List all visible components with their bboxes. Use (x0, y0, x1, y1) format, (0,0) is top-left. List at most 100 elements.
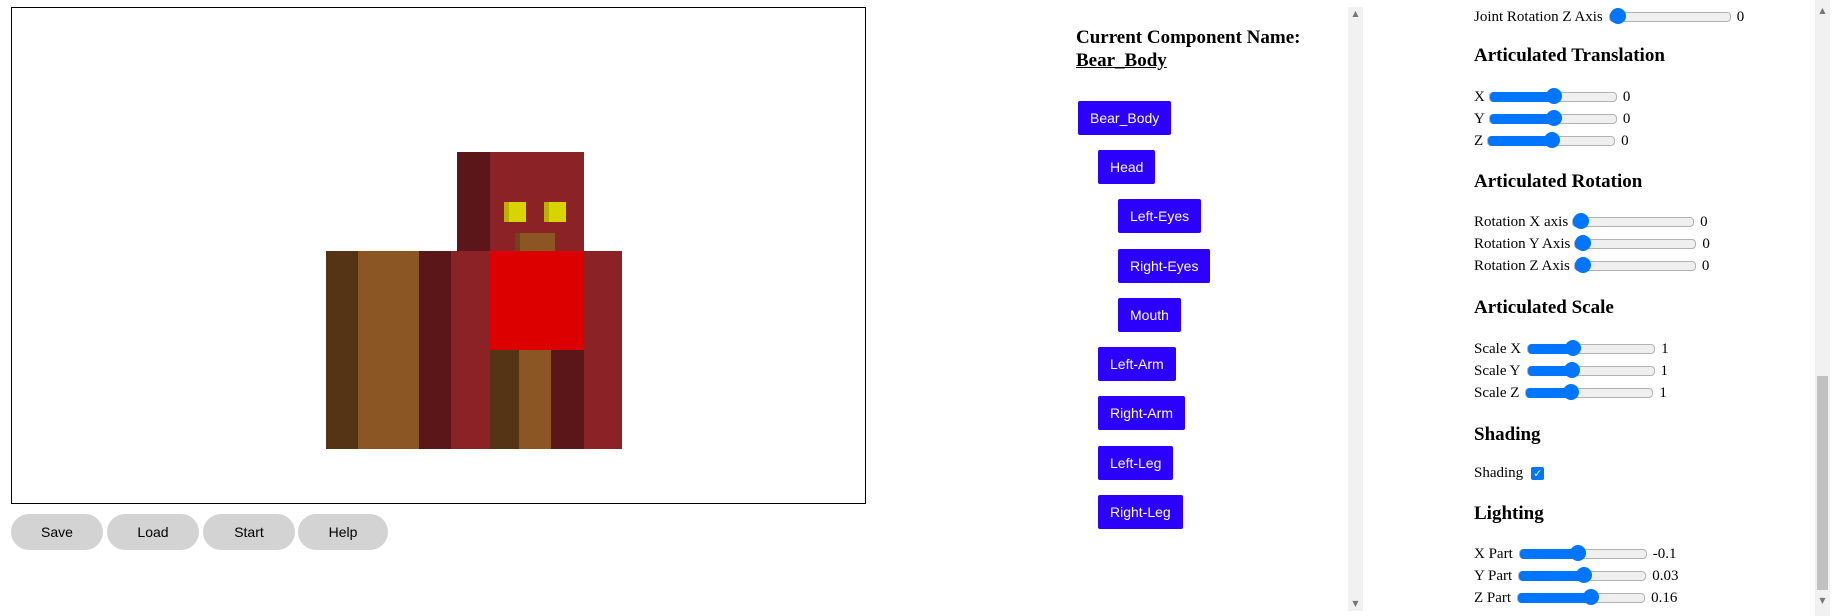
rotation-z-label: Rotation Z Axis (1474, 257, 1570, 274)
start-button[interactable]: Start (203, 514, 295, 550)
light-y-label: Y Part (1474, 567, 1513, 584)
scroll-up-arrow-icon[interactable]: ▲ (1352, 9, 1359, 18)
translation-y-row: Y 0 (1474, 109, 1630, 129)
light-y-row: Y Part 0.03 (1474, 566, 1678, 586)
save-button[interactable]: Save (11, 514, 103, 550)
head-back (457, 152, 490, 251)
scale-y-value: 1 (1660, 362, 1669, 379)
light-z-row: Z Part 0.16 (1474, 588, 1677, 608)
rotation-x-row: Rotation X axis 0 (1474, 212, 1708, 232)
rotation-x-value: 0 (1700, 213, 1708, 230)
joint-rotation-z-label: Joint Rotation Z Axis (1474, 8, 1603, 25)
scale-y-slider[interactable] (1526, 362, 1655, 378)
translation-x-label: X (1474, 88, 1485, 105)
joint-rotation-z-slider[interactable] (1608, 8, 1731, 24)
scale-y-label: Scale Y (1474, 362, 1521, 379)
right-eye-shade (544, 202, 549, 222)
translation-z-value: 0 (1621, 132, 1629, 149)
light-y-slider[interactable] (1518, 567, 1647, 583)
articulated-scale-heading: Articulated Scale (1474, 297, 1614, 318)
light-x-label: X Part (1474, 545, 1513, 562)
light-y-value: 0.03 (1652, 567, 1679, 584)
tree-item-left-leg[interactable]: Left-Leg (1098, 446, 1174, 480)
scroll-down-arrow-icon[interactable]: ▼ (1352, 599, 1359, 608)
rotation-x-label: Rotation X axis (1474, 213, 1569, 230)
translation-x-value: 0 (1622, 88, 1631, 105)
scale-z-row: Scale Z 1 (1474, 383, 1667, 403)
translation-y-slider[interactable] (1488, 110, 1617, 126)
page-scroll-up-arrow-icon[interactable]: ▲ (1819, 6, 1826, 15)
shading-label: Shading (1474, 464, 1524, 481)
translation-z-label: Z (1474, 132, 1484, 149)
right-eye (544, 202, 566, 222)
rotation-z-value: 0 (1701, 257, 1710, 274)
mouth (515, 233, 555, 251)
shading-heading: Shading (1474, 424, 1541, 445)
component-panel: Current Component Name: Bear_Body Bear_B… (1060, 0, 1360, 616)
current-component-name: Bear_Body (1076, 50, 1167, 71)
scale-z-slider[interactable] (1525, 384, 1654, 400)
right-arm (451, 251, 490, 449)
translation-x-slider[interactable] (1488, 88, 1617, 104)
tree-item-bear-body[interactable]: Bear_Body (1078, 101, 1172, 135)
light-z-slider[interactable] (1517, 589, 1646, 605)
tree-item-right-eyes[interactable]: Right-Eyes (1118, 249, 1211, 283)
page-scroll-thumb[interactable] (1817, 376, 1828, 590)
scale-x-label: Scale X (1474, 340, 1522, 357)
tree-item-right-leg[interactable]: Right-Leg (1098, 495, 1183, 529)
translation-y-label: Y (1474, 110, 1485, 127)
tree-item-right-arm[interactable]: Right-Arm (1098, 396, 1186, 430)
joint-rotation-z-value: 0 (1736, 8, 1745, 25)
lighting-heading: Lighting (1474, 503, 1544, 524)
rotation-y-row: Rotation Y Axis 0 (1474, 234, 1710, 254)
light-z-value: 0.16 (1651, 589, 1678, 606)
scale-y-row: Scale Y 1 (1474, 361, 1668, 381)
translation-x-row: X 0 (1474, 87, 1630, 107)
left-leg-dark (490, 350, 519, 449)
scale-z-label: Scale Z (1474, 384, 1520, 401)
page-scroll-down-arrow-icon[interactable]: ▼ (1819, 596, 1826, 605)
rotation-y-value: 0 (1702, 235, 1710, 252)
current-component-title: Current Component Name: (1076, 27, 1301, 48)
translation-z-row: Z 0 (1474, 131, 1629, 151)
articulated-rotation-heading: Articulated Rotation (1474, 171, 1643, 192)
articulated-translation-heading: Articulated Translation (1474, 45, 1665, 66)
load-button[interactable]: Load (107, 514, 199, 550)
rotation-y-slider[interactable] (1574, 235, 1697, 251)
current-component-heading: Current Component Name: Bear_Body (1076, 26, 1300, 72)
tree-item-mouth[interactable]: Mouth (1118, 298, 1181, 332)
rotation-y-label: Rotation Y Axis (1474, 235, 1571, 252)
light-x-slider[interactable] (1518, 545, 1647, 561)
controls-panel: Joint Rotation Z Axis 0 Articulated Tran… (1474, 0, 1824, 616)
rotation-z-row: Rotation Z Axis 0 (1474, 256, 1709, 276)
scale-z-value: 1 (1659, 384, 1667, 401)
scale-x-value: 1 (1661, 340, 1669, 357)
scale-x-row: Scale X 1 (1474, 339, 1669, 359)
left-eye-shade (504, 202, 509, 222)
left-eye (504, 202, 526, 222)
help-button[interactable]: Help (298, 514, 388, 550)
translation-y-value: 0 (1622, 110, 1631, 127)
shading-checkbox[interactable]: ✓ (1531, 466, 1545, 480)
shading-row: Shading ✓ (1474, 463, 1545, 483)
body-front (490, 251, 584, 350)
left-leg (519, 350, 551, 449)
render-canvas[interactable] (11, 7, 866, 504)
left-arm (358, 251, 419, 449)
right-arm-dark (419, 251, 451, 449)
light-x-row: X Part -0.1 (1474, 544, 1677, 564)
rotation-x-slider[interactable] (1572, 213, 1695, 229)
body-side (584, 251, 622, 449)
light-x-value: -0.1 (1652, 545, 1677, 562)
tree-item-left-eyes[interactable]: Left-Eyes (1118, 199, 1202, 233)
left-arm-dark (326, 251, 358, 449)
component-scrollbar[interactable]: ▲ ▼ (1348, 7, 1363, 611)
tree-item-left-arm[interactable]: Left-Arm (1098, 347, 1176, 381)
page-scrollbar[interactable]: ▲ ▼ (1815, 0, 1830, 616)
tree-item-head[interactable]: Head (1098, 150, 1156, 184)
scale-x-slider[interactable] (1527, 340, 1656, 356)
translation-z-slider[interactable] (1487, 132, 1616, 148)
rotation-z-slider[interactable] (1573, 257, 1696, 273)
light-z-label: Z Part (1474, 589, 1512, 606)
right-leg-dark (551, 350, 584, 449)
